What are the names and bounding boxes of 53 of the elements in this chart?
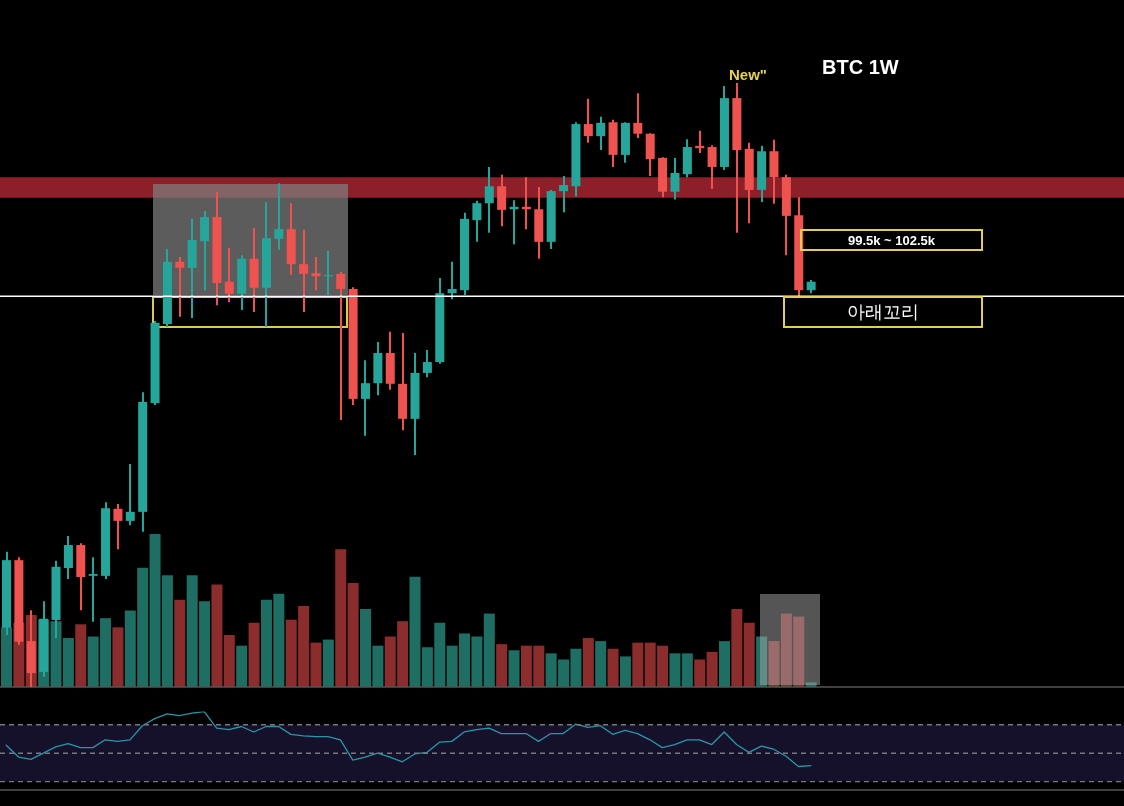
bar bbox=[322, 639, 334, 687]
candlestick bbox=[707, 144, 717, 190]
bar bbox=[607, 648, 619, 687]
bar bbox=[756, 636, 768, 687]
candlestick bbox=[113, 502, 123, 551]
bar bbox=[112, 627, 124, 687]
candlestick bbox=[336, 271, 346, 422]
bar bbox=[483, 613, 495, 687]
text: 99.5k ~ 102.5k bbox=[847, 232, 936, 248]
bar bbox=[211, 584, 223, 687]
bar bbox=[669, 653, 681, 687]
bar bbox=[681, 653, 693, 687]
candlestick bbox=[497, 173, 507, 228]
bar bbox=[706, 651, 718, 687]
candlestick bbox=[559, 175, 569, 214]
bar bbox=[731, 608, 743, 687]
candlestick bbox=[596, 115, 606, 152]
candlestick bbox=[125, 463, 135, 527]
bar bbox=[496, 644, 508, 687]
bar bbox=[632, 642, 644, 687]
candlestick bbox=[175, 255, 185, 318]
candlestick bbox=[484, 165, 494, 234]
bar bbox=[595, 641, 607, 687]
bar bbox=[236, 645, 248, 687]
bar bbox=[619, 656, 631, 687]
candlestick bbox=[583, 97, 593, 144]
bar bbox=[694, 659, 706, 687]
bar bbox=[768, 641, 780, 687]
candlestick bbox=[360, 359, 370, 437]
text: 아래꼬리 bbox=[847, 301, 919, 324]
candlestick bbox=[63, 535, 73, 580]
candlestick bbox=[224, 246, 234, 304]
candlestick bbox=[88, 556, 98, 623]
bar bbox=[223, 634, 235, 687]
bar bbox=[508, 650, 520, 687]
candlestick bbox=[670, 156, 680, 201]
bar bbox=[174, 599, 186, 687]
text: BTC 1W bbox=[822, 55, 899, 79]
bar bbox=[582, 638, 594, 687]
text: New" bbox=[729, 65, 767, 83]
bar bbox=[248, 622, 260, 687]
candlestick bbox=[299, 228, 309, 313]
bar bbox=[335, 549, 347, 687]
bar bbox=[75, 624, 87, 687]
candlestick bbox=[311, 255, 321, 292]
candlestick bbox=[633, 92, 643, 139]
bar bbox=[347, 582, 359, 687]
bar bbox=[718, 641, 730, 687]
candlestick bbox=[472, 199, 482, 243]
candlestick bbox=[447, 260, 457, 301]
candlestick bbox=[274, 182, 284, 251]
candlestick bbox=[422, 348, 432, 379]
bar bbox=[743, 622, 755, 687]
